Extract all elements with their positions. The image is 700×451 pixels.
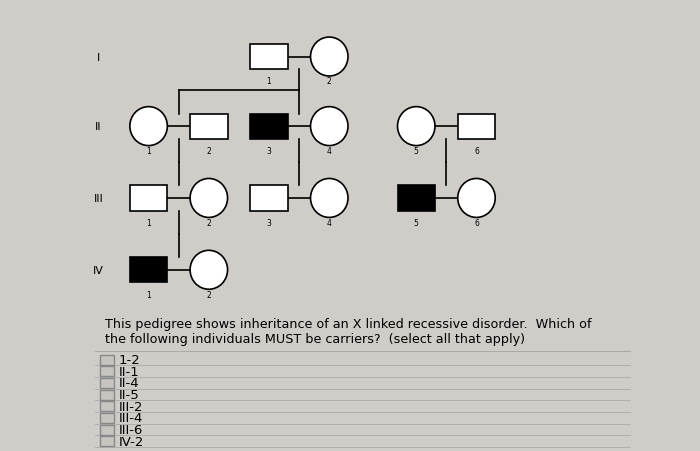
Text: 5: 5 — [414, 147, 419, 156]
Text: IV-2: IV-2 — [118, 435, 144, 448]
Bar — [458, 114, 495, 139]
Text: 1: 1 — [146, 147, 151, 156]
Text: 1: 1 — [267, 77, 272, 86]
Text: 1-2: 1-2 — [118, 353, 140, 366]
Ellipse shape — [311, 179, 348, 218]
Ellipse shape — [190, 251, 228, 290]
Text: This pedigree shows inheritance of an X linked recessive disorder.  Which of
the: This pedigree shows inheritance of an X … — [105, 317, 592, 345]
Text: 6: 6 — [474, 218, 479, 227]
Text: II-4: II-4 — [118, 377, 139, 390]
Bar — [398, 186, 435, 211]
Bar — [251, 186, 288, 211]
Text: II-1: II-1 — [118, 365, 139, 378]
Text: 1: 1 — [146, 290, 151, 299]
Bar — [190, 114, 228, 139]
Bar — [251, 45, 288, 70]
Bar — [100, 355, 115, 365]
Ellipse shape — [311, 38, 348, 77]
Text: 2: 2 — [206, 218, 211, 227]
Bar — [100, 378, 115, 388]
Text: 2: 2 — [327, 77, 332, 86]
Bar — [100, 425, 115, 435]
Bar — [130, 258, 167, 283]
Text: II: II — [95, 122, 101, 132]
Ellipse shape — [398, 107, 435, 146]
Text: III-6: III-6 — [118, 423, 143, 436]
Bar — [251, 114, 288, 139]
Text: III-2: III-2 — [118, 400, 143, 413]
Text: 4: 4 — [327, 218, 332, 227]
Text: IV: IV — [93, 265, 104, 275]
Bar — [100, 390, 115, 400]
Ellipse shape — [130, 107, 167, 146]
Ellipse shape — [458, 179, 495, 218]
Text: III: III — [94, 193, 104, 203]
Ellipse shape — [190, 179, 228, 218]
Text: III-4: III-4 — [118, 411, 143, 424]
Bar — [100, 401, 115, 411]
Bar — [100, 413, 115, 423]
Text: 1: 1 — [146, 218, 151, 227]
Bar — [130, 186, 167, 211]
Text: 4: 4 — [327, 147, 332, 156]
Text: 2: 2 — [206, 290, 211, 299]
Text: 2: 2 — [206, 147, 211, 156]
Bar — [100, 437, 115, 446]
Text: 3: 3 — [267, 218, 272, 227]
Text: 6: 6 — [474, 147, 479, 156]
Text: 5: 5 — [414, 218, 419, 227]
Text: I: I — [97, 52, 100, 62]
Text: 3: 3 — [267, 147, 272, 156]
Bar — [100, 367, 115, 376]
Text: II-5: II-5 — [118, 388, 139, 401]
Ellipse shape — [311, 107, 348, 146]
